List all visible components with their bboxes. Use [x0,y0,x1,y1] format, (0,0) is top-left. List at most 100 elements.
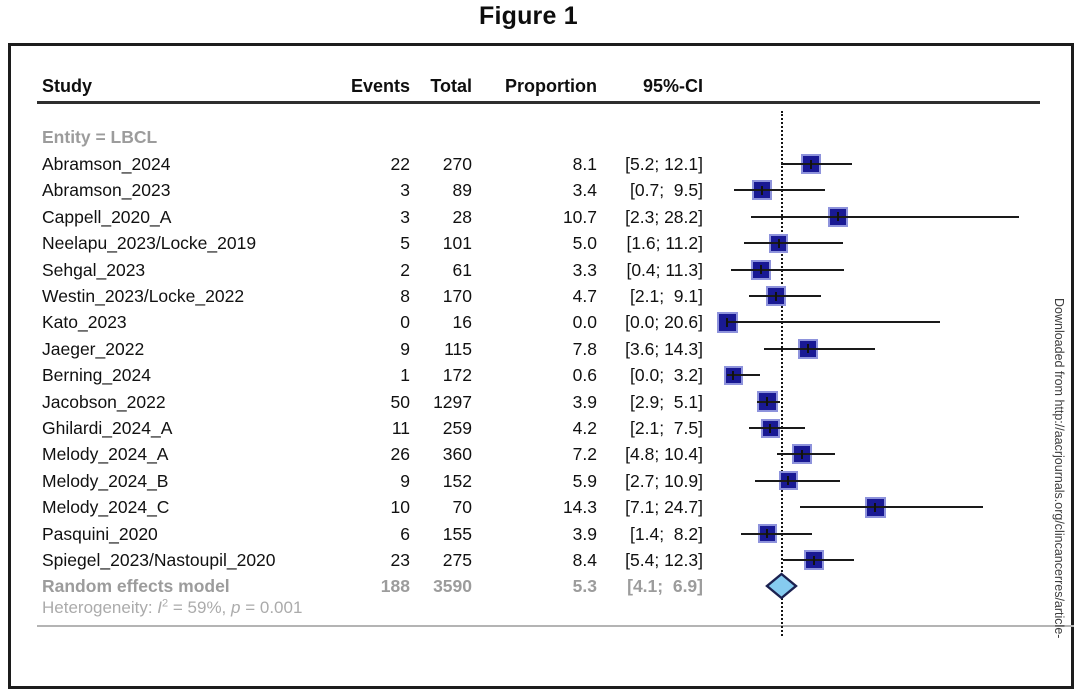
proportion-cell: 10.7 [562,206,597,227]
group-label: Entity = LBCL [42,127,158,147]
ci-line [780,163,853,165]
total-cell: 170 [442,286,472,306]
events-cell: 22 [390,154,410,174]
ci-cell: [0.0; 20.6] [625,312,703,333]
column-header-total: Total [430,76,472,96]
study-name-cell: Melody_2024_C [42,497,170,518]
events-cell: 3 [400,206,410,227]
proportion-cell: 3.9 [572,523,597,544]
events-cell: 50 [390,391,410,412]
study-row: Melody_2024_A 26 360 7.2 [4.8; 10.4] [0,441,1080,467]
effect-tick [769,423,772,433]
journal-watermark: Downloaded from http://aacrjournals.org/… [1052,298,1066,639]
ci-line [764,347,875,350]
ci-cell: [0.4; 11.3] [626,259,703,280]
effect-tick [800,449,803,459]
events-cell: 11 [391,418,410,438]
effect-tick [766,397,769,407]
effect-tick [732,370,735,380]
study-row: Berning_2024 1 172 0.6 [0.0; 3.2] [0,362,1080,388]
heterogeneity-prefix: Heterogeneity: [42,598,158,617]
proportion-cell: 5.0 [572,233,597,254]
effect-tick [806,344,809,354]
ci-cell: [7.1; 24.7] [625,497,703,518]
total-cell: 172 [442,365,472,386]
effect-tick [726,317,728,327]
ci-line [782,559,855,561]
proportion-cell: 0.0 [572,312,597,333]
ci-cell: [4.1; 6.9] [627,576,703,596]
ci-cell: [2.1; 7.5] [630,418,703,438]
axis-rule [37,625,1074,627]
effect-tick [777,238,780,248]
proportion-cell: 5.9 [572,470,597,491]
ci-cell: [2.1; 9.1] [630,286,703,306]
events-cell: 10 [390,497,410,518]
proportion-cell: 3.3 [572,259,597,280]
events-cell: 8 [400,286,410,306]
ci-cell: [2.7; 10.9] [625,470,703,491]
study-row: Sehgal_2023 2 61 3.3 [0.4; 11.3] [0,257,1080,283]
events-cell: 3 [400,180,410,201]
proportion-cell: 5.3 [572,576,597,596]
total-cell: 152 [442,470,472,491]
column-header-proportion: Proportion [505,76,597,96]
proportion-cell: 3.4 [572,180,597,201]
events-cell: 2 [400,259,410,280]
study-name-cell: Westin_2023/Locke_2022 [42,286,245,306]
total-cell: 16 [452,312,472,333]
ci-line [750,215,1019,218]
total-cell: 101 [442,233,472,254]
study-name-cell: Abramson_2023 [42,180,171,201]
study-name-cell: Pasquini_2020 [42,523,158,544]
effect-tick [812,555,815,565]
ci-line [727,321,941,324]
study-name-cell: Ghilardi_2024_A [42,418,173,438]
study-name-cell: Neelapu_2023/Locke_2019 [42,233,257,254]
study-name-cell: Melody_2024_A [42,444,169,465]
ci-cell: [5.4; 12.3] [625,550,703,570]
ci-line [776,453,835,456]
column-header-ci: 95%-CI [642,76,703,96]
study-name-cell: Jacobson_2022 [42,391,166,412]
total-cell: 155 [442,523,472,544]
effect-tick [874,502,876,512]
proportion-cell: 8.1 [572,154,597,174]
study-row: Jacobson_2022 50 1297 3.9 [2.9; 5.1] [0,389,1080,415]
study-name-cell: Sehgal_2023 [42,259,146,280]
total-cell: 270 [442,154,472,174]
summary-diamond [765,572,799,600]
events-cell: 0 [400,312,410,333]
study-name-cell: Berning_2024 [42,365,151,386]
ci-cell: [2.3; 28.2] [625,206,703,227]
events-cell: 23 [390,550,410,570]
study-row: Ghilardi_2024_A 11 259 4.2 [2.1; 7.5] [0,415,1080,441]
figure-title: Figure 1 [479,2,578,30]
total-cell: 70 [452,497,472,518]
total-cell: 89 [452,180,472,201]
effect-tick [809,159,812,169]
study-row: Spiegel_2023/Nastoupil_2020 23 275 8.4 [5.4;… [0,547,1080,573]
p-symbol: p [231,598,241,617]
i-squared-exponent: 2 [162,597,169,610]
header-rule [37,101,1040,104]
total-cell: 1297 [433,391,472,412]
ci-line [743,242,843,245]
proportion-cell: 8.4 [572,550,597,570]
total-cell: 115 [444,338,472,359]
proportion-cell: 0.6 [572,365,597,386]
events-cell: 1 [400,365,410,386]
effect-tick [836,212,839,222]
ci-cell: [4.8; 10.4] [625,444,703,465]
effect-tick [766,529,769,539]
vertical-reference-line [781,111,783,636]
study-name-cell: Jaeger_2022 [42,338,145,359]
ci-cell: [2.9; 5.1] [630,391,703,412]
total-cell: 28 [452,206,472,227]
i-squared-symbol: I [157,598,163,617]
ci-cell: [3.6; 14.3] [625,338,703,359]
ci-cell: [5.2; 12.1] [625,154,703,174]
total-cell: 3590 [433,576,472,596]
total-cell: 360 [442,444,472,465]
ci-cell: [1.6; 11.2] [626,233,703,254]
